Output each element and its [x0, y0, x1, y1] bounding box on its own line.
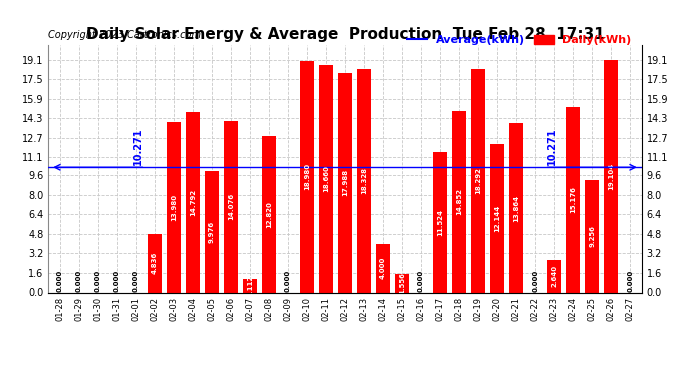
Text: 18.660: 18.660 — [323, 165, 329, 192]
Text: 18.328: 18.328 — [361, 167, 367, 194]
Text: 19.104: 19.104 — [609, 162, 614, 190]
Bar — [243, 279, 257, 292]
Bar — [585, 180, 600, 292]
Text: 0.000: 0.000 — [285, 269, 291, 291]
Text: 17.988: 17.988 — [342, 169, 348, 196]
Bar — [566, 108, 580, 292]
Bar — [186, 112, 200, 292]
Bar — [357, 69, 371, 292]
Bar — [262, 136, 276, 292]
Bar — [319, 65, 333, 292]
Text: 0.000: 0.000 — [114, 269, 120, 291]
Text: 0.000: 0.000 — [76, 269, 81, 291]
Text: 0.000: 0.000 — [132, 269, 139, 291]
Text: 0.000: 0.000 — [532, 269, 538, 291]
Text: 13.864: 13.864 — [513, 194, 519, 222]
Title: Daily Solar Energy & Average  Production  Tue Feb 28  17:31: Daily Solar Energy & Average Production … — [86, 27, 604, 42]
Text: 1.112: 1.112 — [247, 274, 253, 297]
Text: 4.836: 4.836 — [152, 252, 158, 274]
Text: 12.144: 12.144 — [494, 205, 500, 232]
Bar — [604, 60, 618, 292]
Bar — [300, 61, 314, 292]
Text: 1.556: 1.556 — [399, 272, 405, 294]
Text: 4.000: 4.000 — [380, 257, 386, 279]
Bar — [471, 69, 485, 292]
Text: 12.820: 12.820 — [266, 201, 272, 228]
Bar — [148, 234, 162, 292]
Bar — [224, 121, 238, 292]
Legend: Average(kWh), Daily(kWh): Average(kWh), Daily(kWh) — [402, 31, 636, 50]
Text: 9.256: 9.256 — [589, 225, 595, 247]
Bar — [452, 111, 466, 292]
Bar — [490, 144, 504, 292]
Text: 10.271: 10.271 — [546, 128, 557, 165]
Bar — [205, 171, 219, 292]
Text: 10.271: 10.271 — [133, 128, 144, 165]
Bar — [376, 244, 390, 292]
Bar — [509, 123, 523, 292]
Text: 0.000: 0.000 — [627, 269, 633, 291]
Bar — [338, 73, 352, 292]
Bar — [433, 152, 447, 292]
Text: 0.000: 0.000 — [418, 269, 424, 291]
Text: 9.976: 9.976 — [209, 220, 215, 243]
Text: 0.000: 0.000 — [57, 269, 63, 291]
Text: 13.980: 13.980 — [171, 194, 177, 221]
Text: 18.980: 18.980 — [304, 163, 310, 190]
Text: 14.076: 14.076 — [228, 193, 234, 220]
Text: 2.640: 2.640 — [551, 266, 558, 288]
Bar — [395, 273, 409, 292]
Text: 18.292: 18.292 — [475, 168, 481, 194]
Bar — [167, 122, 181, 292]
Text: 14.792: 14.792 — [190, 189, 196, 216]
Text: 11.524: 11.524 — [437, 209, 443, 236]
Text: 15.176: 15.176 — [570, 186, 576, 213]
Text: 14.852: 14.852 — [456, 189, 462, 216]
Text: 0.000: 0.000 — [95, 269, 101, 291]
Text: Copyright 2023 Cartronics.com: Copyright 2023 Cartronics.com — [48, 30, 201, 40]
Bar — [547, 260, 562, 292]
